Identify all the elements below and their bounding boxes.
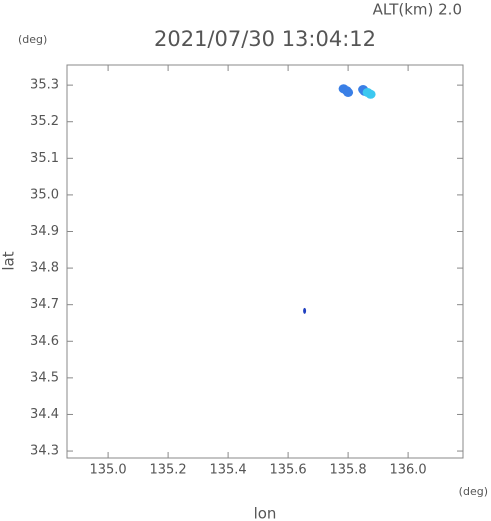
y-tick-label: 35.3 bbox=[30, 78, 59, 93]
y-axis-label: lat bbox=[0, 251, 18, 270]
y-tick-label: 34.3 bbox=[30, 444, 59, 459]
y-tick-label: 34.4 bbox=[30, 407, 59, 422]
echo-point bbox=[303, 307, 307, 314]
plot-frame bbox=[66, 64, 464, 459]
y-tick-label: 34.5 bbox=[30, 370, 59, 385]
y-tick-label: 34.7 bbox=[30, 297, 59, 312]
x-tick-label: 135.4 bbox=[209, 463, 246, 478]
x-tick-label: 135.0 bbox=[89, 463, 126, 478]
x-tick-label: 135.8 bbox=[329, 463, 366, 478]
x-tick-label: 135.6 bbox=[269, 463, 306, 478]
x-tick-label: 136.0 bbox=[389, 463, 426, 478]
y-tick-label: 35.0 bbox=[30, 187, 59, 202]
y-unit: (deg) bbox=[18, 33, 47, 46]
x-tick-label: 135.2 bbox=[149, 463, 186, 478]
x-unit: (deg) bbox=[459, 485, 488, 498]
chart-title: 2021/07/30 13:04:12 bbox=[154, 27, 376, 51]
y-tick-label: 34.9 bbox=[30, 224, 59, 239]
y-tick-label: 34.8 bbox=[30, 261, 59, 276]
y-tick-label: 35.2 bbox=[30, 114, 59, 129]
echo-point bbox=[365, 89, 376, 99]
altitude: ALT(km) 2.0 bbox=[373, 1, 462, 19]
y-tick-label: 34.6 bbox=[30, 334, 59, 349]
echo-point bbox=[343, 87, 354, 97]
y-tick-label: 35.1 bbox=[30, 151, 59, 166]
x-axis-label: lon bbox=[254, 505, 277, 521]
